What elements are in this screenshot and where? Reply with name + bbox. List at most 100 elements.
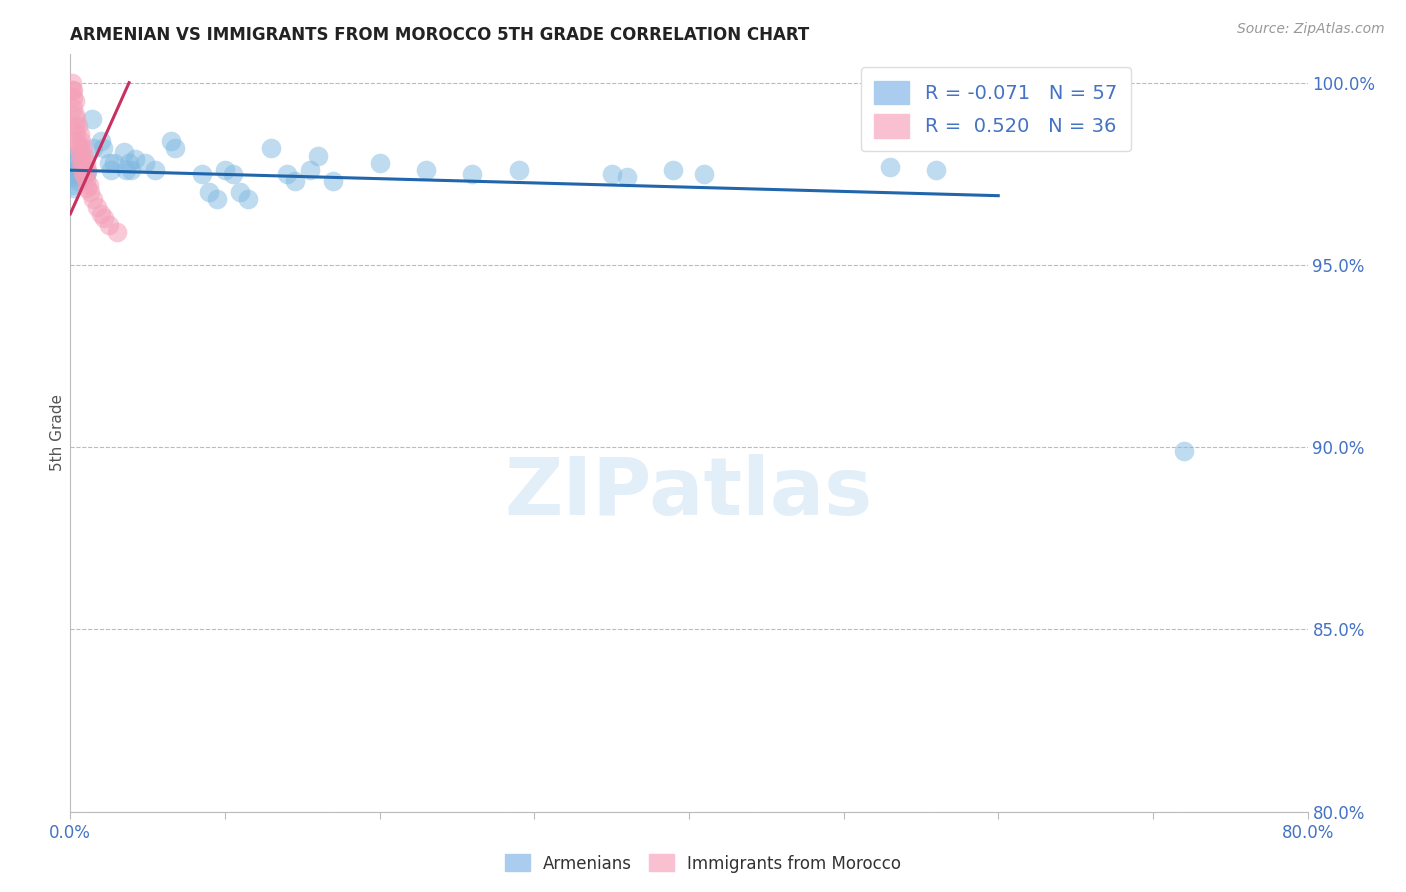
Point bbox=[299, 163, 322, 178]
Point bbox=[76, 163, 98, 178]
Point bbox=[65, 163, 87, 178]
Point bbox=[98, 156, 120, 170]
Point bbox=[70, 160, 93, 174]
Point bbox=[79, 185, 101, 199]
Point bbox=[90, 134, 112, 148]
Point bbox=[60, 83, 83, 97]
Text: ARMENIAN VS IMMIGRANTS FROM MOROCCO 5TH GRADE CORRELATION CHART: ARMENIAN VS IMMIGRANTS FROM MOROCCO 5TH … bbox=[70, 26, 810, 44]
Point bbox=[67, 174, 90, 188]
Point bbox=[86, 200, 108, 214]
Point bbox=[62, 153, 84, 167]
Point bbox=[73, 148, 96, 162]
Point bbox=[276, 167, 298, 181]
Point bbox=[72, 156, 94, 170]
Point bbox=[70, 160, 93, 174]
Point bbox=[120, 163, 142, 178]
Point bbox=[124, 153, 146, 167]
Legend: R = -0.071   N = 57, R =  0.520   N = 36: R = -0.071 N = 57, R = 0.520 N = 36 bbox=[860, 67, 1130, 152]
Point bbox=[307, 148, 329, 162]
Point bbox=[118, 156, 141, 170]
Point bbox=[77, 178, 100, 192]
Point bbox=[260, 141, 283, 155]
Point bbox=[925, 163, 948, 178]
Point bbox=[65, 127, 87, 141]
Point bbox=[73, 167, 96, 181]
Point bbox=[65, 134, 87, 148]
Point bbox=[114, 145, 135, 159]
Point bbox=[72, 163, 94, 178]
Point bbox=[63, 108, 86, 122]
Point bbox=[662, 163, 685, 178]
Point bbox=[69, 153, 91, 167]
Point bbox=[73, 167, 96, 181]
Point bbox=[508, 163, 530, 178]
Point bbox=[65, 148, 87, 162]
Point bbox=[69, 141, 91, 155]
Text: ZIPatlas: ZIPatlas bbox=[505, 454, 873, 533]
Point bbox=[62, 83, 84, 97]
Point bbox=[693, 167, 716, 181]
Point bbox=[198, 185, 221, 199]
Point bbox=[62, 170, 84, 185]
Point bbox=[60, 165, 83, 179]
Point bbox=[160, 134, 183, 148]
Point bbox=[67, 163, 90, 178]
Point bbox=[62, 101, 84, 115]
Legend: Armenians, Immigrants from Morocco: Armenians, Immigrants from Morocco bbox=[498, 847, 908, 880]
Point bbox=[91, 141, 114, 155]
Point bbox=[238, 192, 260, 206]
Point bbox=[63, 94, 86, 108]
Point bbox=[165, 141, 187, 155]
Point bbox=[75, 156, 97, 170]
Point bbox=[63, 120, 86, 134]
Point bbox=[62, 181, 84, 195]
Point bbox=[75, 174, 97, 188]
Point bbox=[82, 141, 105, 155]
Point bbox=[80, 112, 103, 127]
Point bbox=[60, 178, 83, 192]
Point bbox=[214, 163, 236, 178]
Point bbox=[70, 170, 93, 185]
Point bbox=[207, 192, 229, 206]
Point bbox=[63, 156, 86, 170]
Point bbox=[879, 160, 901, 174]
Point bbox=[616, 170, 638, 185]
Point bbox=[222, 167, 245, 181]
Point bbox=[75, 167, 97, 181]
Point bbox=[98, 218, 120, 232]
Point bbox=[368, 156, 391, 170]
Y-axis label: 5th Grade: 5th Grade bbox=[49, 394, 65, 471]
Point bbox=[69, 127, 91, 141]
Point bbox=[322, 174, 344, 188]
Point bbox=[105, 225, 128, 239]
Point bbox=[72, 141, 94, 155]
Point bbox=[76, 165, 98, 179]
Point bbox=[67, 137, 90, 152]
Point bbox=[62, 90, 84, 104]
Point bbox=[145, 163, 166, 178]
Point bbox=[284, 174, 307, 188]
Point bbox=[67, 120, 90, 134]
Point bbox=[82, 192, 105, 206]
Point bbox=[70, 134, 93, 148]
Point bbox=[63, 167, 86, 181]
Point bbox=[461, 167, 484, 181]
Point bbox=[600, 167, 623, 181]
Point bbox=[72, 167, 94, 181]
Point bbox=[103, 156, 125, 170]
Point bbox=[191, 167, 214, 181]
Point bbox=[115, 163, 138, 178]
Point bbox=[93, 211, 115, 225]
Point bbox=[60, 76, 83, 90]
Point bbox=[100, 163, 122, 178]
Point bbox=[1173, 443, 1195, 458]
Point bbox=[134, 156, 156, 170]
Point bbox=[69, 167, 91, 181]
Point bbox=[65, 112, 87, 127]
Point bbox=[76, 181, 98, 195]
Point bbox=[90, 207, 112, 221]
Point bbox=[70, 148, 93, 162]
Point bbox=[415, 163, 437, 178]
Text: Source: ZipAtlas.com: Source: ZipAtlas.com bbox=[1237, 22, 1385, 37]
Point bbox=[229, 185, 252, 199]
